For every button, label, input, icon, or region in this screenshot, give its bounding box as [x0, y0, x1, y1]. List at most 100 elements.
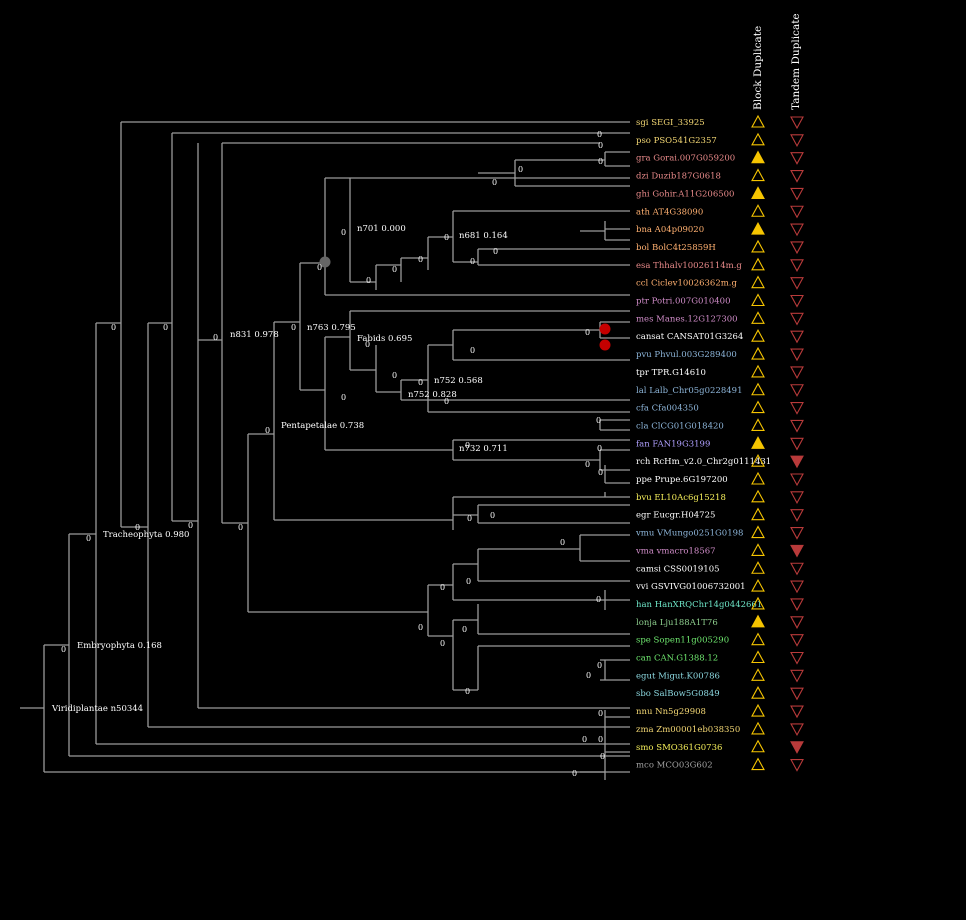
tandem-duplicate-empty-icon [790, 259, 804, 272]
duplication-node-marker [319, 256, 331, 268]
tandem-duplicate-empty-icon [790, 419, 804, 433]
block-duplicate-empty-icon [751, 364, 765, 378]
block-duplicate-empty-icon [751, 561, 765, 574]
tandem-duplicate-empty-icon [790, 634, 804, 647]
clade-label: n831 0.978 [230, 330, 279, 340]
support-value: 0 [582, 735, 587, 744]
support-value: 0 [493, 247, 498, 256]
support-value: 0 [492, 178, 497, 187]
support-value: 0 [444, 397, 449, 406]
leaf-label: vvi GSVIVG01006732001 [635, 582, 746, 592]
block-duplicate-empty-icon [751, 114, 765, 128]
block-duplicate-empty-icon [751, 382, 765, 396]
support-value: 0 [470, 257, 475, 266]
tandem-duplicate-empty-icon [790, 384, 804, 397]
tandem-duplicate-empty-icon [790, 759, 804, 772]
support-value: 0 [465, 441, 470, 450]
block-duplicate-header: Block Duplicate [752, 26, 764, 110]
block-duplicate-filled-icon [751, 221, 765, 235]
support-value: 0 [444, 233, 449, 242]
leaf-label: bol BolC4t25859H [636, 243, 716, 253]
tandem-duplicate-empty-icon [790, 170, 804, 183]
support-value: 0 [560, 538, 565, 547]
support-value: 0 [598, 141, 603, 150]
leaf-label: mco MCO03G602 [636, 761, 713, 771]
leaf-label: can CAN.G1388.12 [636, 654, 718, 664]
support-value: 0 [238, 523, 243, 532]
clade-label: n752 0.568 [434, 376, 483, 386]
support-value: 0 [365, 340, 370, 349]
block-duplicate-empty-icon [751, 418, 765, 432]
support-value: 0 [465, 687, 470, 696]
support-value: 0 [462, 625, 467, 634]
block-duplicate-empty-icon [751, 275, 765, 289]
tandem-duplicate-empty-icon [790, 294, 804, 308]
tandem-duplicate-empty-icon [790, 669, 804, 683]
tandem-duplicate-filled-icon [790, 741, 804, 754]
leaf-label: cfa Cfa004350 [636, 404, 699, 414]
loss-node-marker [599, 323, 611, 335]
leaf-label: ath AT4G38090 [636, 207, 703, 217]
support-value: 0 [135, 523, 140, 532]
clade-label: Tracheophyta 0.980 [103, 530, 189, 540]
leaf-label: han HanXRQChr14g0442661 [636, 600, 762, 610]
block-duplicate-empty-icon [751, 293, 765, 307]
leaf-label: esa Thhalv10026114m.g [636, 261, 742, 271]
block-duplicate-empty-icon [751, 311, 765, 324]
tandem-duplicate-empty-icon [790, 205, 804, 219]
block-duplicate-empty-icon [751, 239, 765, 253]
tandem-duplicate-empty-icon [790, 598, 804, 612]
leaf-label: spe Sopen11g005290 [636, 636, 729, 646]
tandem-duplicate-empty-icon [790, 241, 804, 255]
block-duplicate-filled-icon [751, 150, 765, 164]
support-value: 0 [366, 276, 371, 285]
support-value: 0 [597, 130, 602, 139]
block-duplicate-empty-icon [751, 168, 765, 182]
leaf-label: nnu Nn5g29908 [636, 707, 706, 717]
support-value: 0 [518, 165, 523, 174]
support-value: 0 [317, 263, 322, 272]
leaf-label: pso PSO541G2357 [636, 136, 717, 146]
tandem-duplicate-empty-icon [790, 277, 804, 290]
leaf-label: rch RcHm_v2.0_Chr2g0111431 [636, 457, 771, 467]
block-duplicate-empty-icon [751, 632, 765, 646]
support-value: 0 [597, 444, 602, 453]
tandem-duplicate-empty-icon [790, 616, 804, 629]
tandem-duplicate-filled-icon [790, 455, 804, 469]
support-value: 0 [61, 645, 66, 654]
branch-support-values: 0 0 0 0 0 0 0 0 0 0 0 0 0 0 0 0 0 0 0 0 0 0 0 0 0 0 0 0 0 0 0 0 0 0 0 0 0 0 0 0… [61, 130, 605, 778]
leaf-label: ccl Ciclev10026362m.g [636, 279, 738, 289]
support-value: 0 [111, 323, 116, 332]
leaf-label: ptr Potri.007G010400 [636, 297, 730, 307]
support-value: 0 [572, 769, 577, 778]
support-value: 0 [600, 752, 605, 761]
leaf-label: egut Migut.K00786 [636, 671, 720, 681]
block-duplicate-empty-icon [751, 507, 765, 521]
loss-node-marker [599, 339, 611, 351]
leaf-label: lal Lalb_Chr05g0228491 [636, 386, 742, 396]
block-duplicate-empty-icon [751, 346, 765, 360]
support-value: 0 [598, 735, 603, 744]
support-value: 0 [598, 709, 603, 718]
clade-label: n763 0.795 [307, 323, 356, 333]
leaf-label: mes Manes.12G127300 [636, 314, 738, 324]
block-duplicate-empty-icon [751, 400, 765, 414]
tandem-duplicate-empty-icon [790, 687, 804, 701]
leaf-label: zma Zm00001eb038350 [636, 725, 740, 735]
tandem-duplicate-empty-icon [790, 152, 804, 165]
support-value: 0 [418, 378, 423, 387]
tandem-duplicate-empty-icon [790, 723, 804, 737]
clade-labels: Viridiplantae n50344 Embryophyta 0.168 Tra… [51, 224, 508, 714]
support-value: 0 [596, 416, 601, 425]
block-duplicate-empty-icon [751, 686, 765, 699]
tandem-duplicate-empty-icon [790, 580, 804, 594]
leaf-label: gra Gorai.007G059200 [636, 154, 735, 164]
tree-branches [20, 121, 630, 780]
leaf-label: cla ClCG01G018420 [636, 421, 724, 431]
leaf-label: bna A04p09020 [636, 225, 704, 235]
support-value: 0 [598, 157, 603, 166]
tandem-duplicate-empty-icon [790, 134, 804, 147]
